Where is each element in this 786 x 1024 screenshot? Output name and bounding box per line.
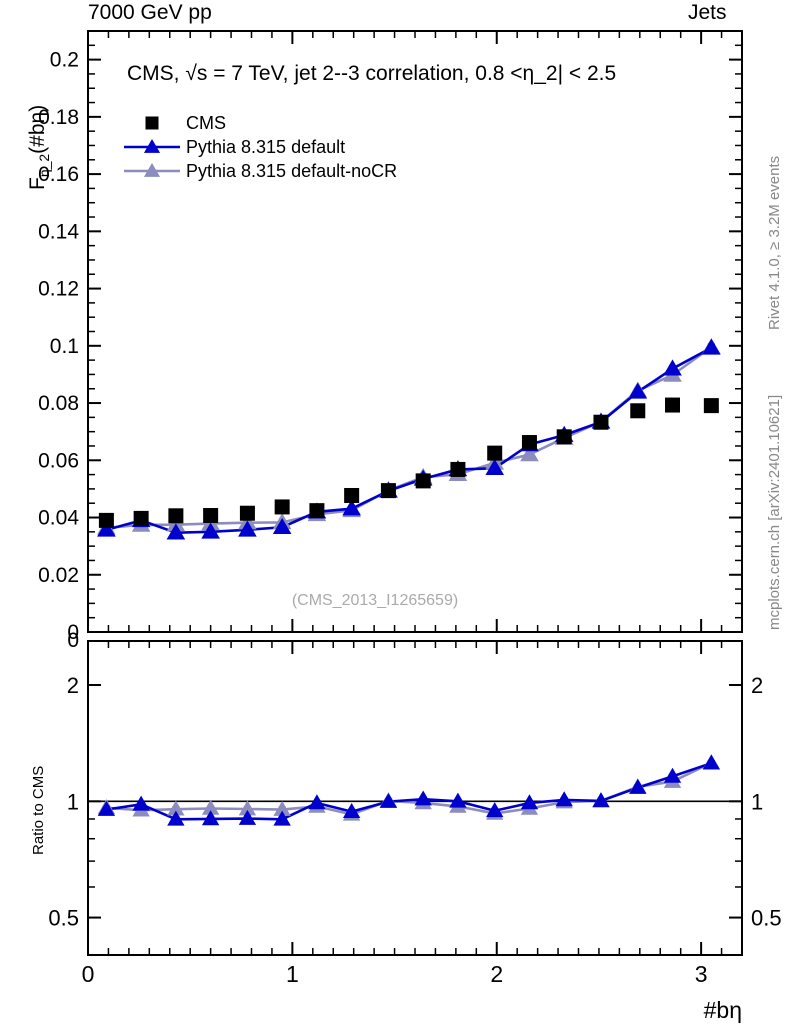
ratio-line-default — [106, 761, 712, 821]
ratio-marker-default — [97, 800, 116, 816]
ratio-marker-default — [414, 790, 432, 806]
main-y-axis-label: Fη_2(#bη) — [26, 105, 52, 190]
main-y-tick-label: 0.16 — [38, 163, 79, 186]
marker-cms — [415, 473, 431, 489]
ratio-marker-default — [663, 767, 682, 783]
ratio-marker-default — [342, 802, 361, 818]
marker-cms — [665, 397, 681, 413]
rivet-version-label: Rivet 4.1.0, ≥ 3.2M events — [766, 155, 783, 330]
ratio-y-tick-label: 1 — [67, 789, 79, 814]
main-y-tick-label: 0.12 — [38, 278, 79, 301]
mcplots-source-label: mcplots.cern.ch [arXiv:2401.10621] — [766, 394, 783, 630]
ratio-marker-nocr — [201, 799, 220, 815]
ratio-marker-default — [308, 794, 326, 810]
marker-cms — [274, 499, 290, 515]
plot-watermark: (CMS_2013_I1265659) — [292, 592, 458, 609]
marker-cms — [168, 508, 184, 524]
ratio-marker-nocr — [167, 800, 185, 816]
ratio-panel-frame — [87, 640, 743, 956]
ratio-x-tick-label: 1 — [286, 961, 299, 987]
series-line-nocr — [106, 346, 713, 530]
ratio-y-tick-label-right: 2 — [751, 673, 763, 698]
main-y-tick-label: 0.14 — [38, 220, 79, 243]
ratio-marker-default — [132, 795, 150, 811]
legend-label-1: Pythia 8.315 default — [186, 137, 345, 157]
ratio-marker-nocr — [273, 800, 291, 816]
main-y-tick-label: 0.2 — [50, 49, 79, 72]
header-right-label: Jets — [688, 1, 727, 24]
ratio-x-tick-label: 0 — [82, 961, 95, 987]
legend-marker-1 — [143, 138, 161, 153]
ratio-marker-default — [702, 754, 721, 770]
legend-label-0: CMS — [186, 113, 226, 133]
ratio-marker-default — [486, 802, 504, 818]
main-y-zero-label: 0 — [67, 629, 79, 652]
marker-default — [342, 499, 361, 516]
main-y-tick-label: 0 — [67, 621, 79, 644]
ratio-y-axis-label: Ratio to CMS — [30, 765, 47, 855]
marker-cms — [487, 445, 503, 461]
ratio-marker-nocr — [238, 800, 257, 816]
ratio-y-tick-label: 2 — [67, 673, 79, 698]
main-y-tick-label: 0.08 — [38, 392, 79, 415]
main-y-tick-label: 0.18 — [38, 106, 79, 129]
ratio-x-axis-label: #bη — [704, 997, 742, 1023]
main-y-tick-label: 0.02 — [38, 564, 79, 587]
ratio-marker-default — [592, 792, 610, 808]
main-y-tick-label: 0.1 — [50, 335, 79, 358]
marker-cms — [98, 512, 114, 528]
legend-marker-2 — [143, 162, 161, 177]
marker-default — [663, 359, 682, 376]
marker-default — [238, 520, 257, 537]
main-y-tick-label: 0.04 — [38, 507, 79, 530]
y-label-rest: (#bη) — [26, 104, 49, 154]
ratio-marker-default — [201, 810, 220, 826]
marker-default — [97, 520, 116, 537]
ratio-marker-default — [555, 791, 573, 807]
marker-cms — [380, 483, 396, 499]
main-plot-title: CMS, √s = 7 TeV, jet 2--3 correlation, 0… — [127, 62, 616, 85]
ratio-marker-default — [449, 792, 467, 808]
marker-cms — [521, 435, 537, 451]
marker-default — [201, 522, 220, 539]
marker-cms — [309, 503, 325, 519]
marker-cms — [593, 414, 609, 430]
marker-default — [166, 523, 186, 540]
marker-cms — [450, 461, 466, 477]
y-label-f: F — [26, 177, 49, 190]
ratio-marker-default — [520, 794, 539, 810]
ratio-y-tick-label-right: 1 — [751, 789, 763, 814]
marker-cms — [344, 487, 360, 503]
ratio-marker-default — [167, 810, 185, 826]
legend-marker-0 — [145, 116, 159, 130]
marker-default — [272, 517, 292, 535]
ratio-x-tick-label: 3 — [695, 961, 708, 987]
marker-cms — [703, 398, 719, 414]
ratio-marker-default — [379, 792, 398, 808]
marker-cms — [239, 505, 255, 521]
ratio-line-nocr — [106, 761, 712, 816]
main-y-tick-label: 0.06 — [38, 449, 79, 472]
marker-cms — [133, 510, 149, 526]
ratio-x-tick-label: 2 — [490, 961, 503, 987]
marker-cms — [203, 508, 219, 524]
y-label-subscript: η_2 — [36, 153, 53, 178]
marker-default — [485, 458, 505, 476]
header-left-label: 7000 GeV pp — [88, 1, 212, 24]
ratio-marker-default — [238, 809, 257, 825]
series-line-default — [106, 346, 712, 534]
legend-label-2: Pythia 8.315 default-noCR — [186, 161, 397, 181]
marker-cms — [630, 403, 646, 419]
marker-cms — [556, 429, 572, 445]
ratio-y-tick-label-right: 0.5 — [751, 906, 782, 931]
marker-nocr — [520, 445, 539, 462]
ratio-marker-default — [629, 778, 647, 794]
ratio-marker-default — [273, 810, 291, 826]
marker-default — [702, 338, 721, 355]
marker-default — [628, 382, 648, 399]
ratio-y-tick-label: 0.5 — [48, 906, 79, 931]
